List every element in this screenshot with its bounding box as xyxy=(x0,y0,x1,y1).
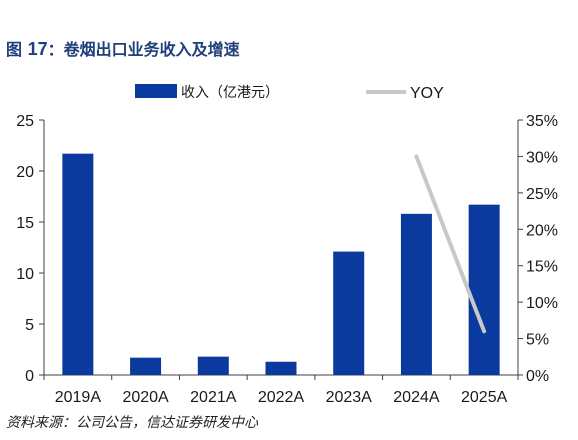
title-divider xyxy=(0,64,578,65)
y-left-tick-label: 15 xyxy=(16,215,34,232)
y-right-tick-label: 30% xyxy=(526,149,558,166)
x-tick-label: 2025A xyxy=(461,389,508,406)
x-tick-label: 2020A xyxy=(122,389,169,406)
y-left-tick-label: 10 xyxy=(16,266,34,283)
x-tick-label: 2024A xyxy=(393,389,440,406)
y-right-tick-label: 5% xyxy=(526,332,549,349)
bar xyxy=(400,213,432,375)
bar xyxy=(130,357,162,375)
y-left-tick-label: 5 xyxy=(25,317,34,334)
y-right-tick-label: 10% xyxy=(526,295,558,312)
figure-title-number: 17 xyxy=(27,39,48,59)
bar xyxy=(468,204,500,375)
legend-bar-label: 收入（亿港元） xyxy=(181,85,279,101)
y-left-tick-label: 25 xyxy=(16,113,34,130)
figure-title-prefix: 图 xyxy=(6,40,28,59)
bar xyxy=(62,153,94,375)
y-left-tick-label: 20 xyxy=(16,164,34,181)
y-right-tick-label: 15% xyxy=(526,259,558,276)
source-note: 资料来源：公司公告，信达证券研发中心 xyxy=(6,415,258,431)
bar xyxy=(197,356,229,375)
x-tick-label: 2019A xyxy=(55,389,102,406)
y-right-tick-label: 20% xyxy=(526,222,558,239)
y-right-tick-label: 0% xyxy=(526,368,549,385)
bar xyxy=(265,361,297,375)
y-right-tick-label: 35% xyxy=(526,113,558,130)
y-right-tick-label: 25% xyxy=(526,186,558,203)
x-tick-label: 2023A xyxy=(326,389,373,406)
figure-title: 图 17：卷烟出口业务收入及增速 xyxy=(6,36,240,60)
x-tick-label: 2022A xyxy=(258,389,305,406)
legend-bar-swatch xyxy=(135,84,177,98)
bar xyxy=(333,251,365,375)
yoy-line xyxy=(414,154,487,334)
x-tick-label: 2021A xyxy=(190,389,237,406)
figure-title-text: ：卷烟出口业务收入及增速 xyxy=(47,40,240,59)
legend-line-label: YOY xyxy=(410,85,444,102)
y-left-tick-label: 0 xyxy=(25,368,34,385)
